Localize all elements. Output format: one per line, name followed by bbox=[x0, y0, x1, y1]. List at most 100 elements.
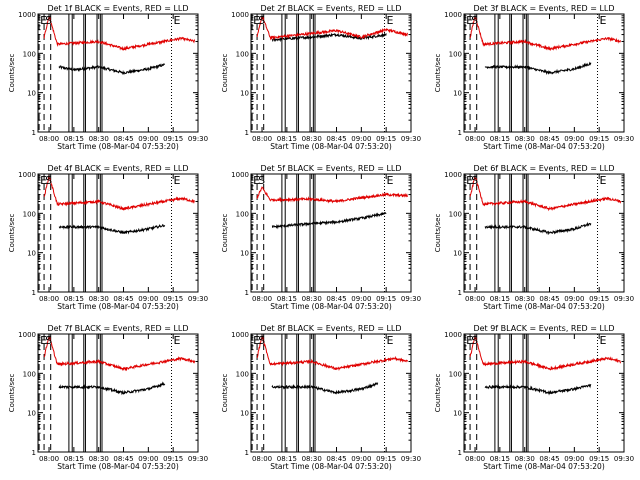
y-tick-label: 1 bbox=[458, 289, 462, 297]
marker-label: E bbox=[174, 174, 181, 187]
plot-area bbox=[38, 334, 198, 452]
x-tick-label: 08:45 bbox=[113, 135, 133, 143]
x-tick-label: 09:15 bbox=[163, 455, 183, 463]
marker-label: E bbox=[40, 14, 47, 27]
marker-label: E bbox=[600, 174, 607, 187]
x-tick-label: 08:45 bbox=[326, 135, 346, 143]
y-tick-label: 1 bbox=[32, 129, 36, 137]
y-tick-label: 10 bbox=[240, 90, 249, 98]
x-tick-label: 08:30 bbox=[302, 455, 322, 463]
marker-label: E bbox=[387, 14, 394, 27]
series-lld-line bbox=[469, 334, 622, 371]
x-tick-label: 09:30 bbox=[401, 455, 421, 463]
marker-label: E bbox=[466, 14, 473, 27]
plot-area bbox=[464, 334, 624, 452]
series-lld-line bbox=[256, 16, 408, 41]
x-axis-label: Start Time (08-Mar-04 07:53:20) bbox=[483, 142, 605, 151]
x-tick-label: 09:15 bbox=[589, 455, 609, 463]
x-tick-label: 09:30 bbox=[401, 135, 421, 143]
y-tick-label: 100 bbox=[23, 50, 36, 58]
y-tick-label: 1000 bbox=[444, 171, 462, 179]
series-lld-line bbox=[43, 14, 196, 51]
x-tick-label: 08:15 bbox=[490, 135, 510, 143]
y-tick-label: 1000 bbox=[444, 331, 462, 339]
x-tick-label: 09:00 bbox=[138, 455, 158, 463]
plot-area bbox=[464, 174, 624, 292]
y-tick-label: 1 bbox=[245, 129, 249, 137]
x-tick-label: 08:45 bbox=[113, 295, 133, 303]
x-tick-label: 09:00 bbox=[564, 135, 584, 143]
chart-title: Det 3f BLACK = Events, RED = LLD bbox=[473, 4, 614, 13]
plot-area bbox=[251, 174, 411, 292]
marker-label: E bbox=[174, 14, 181, 27]
y-tick-label: 1 bbox=[245, 289, 249, 297]
y-axis-label: Counts/sec bbox=[221, 214, 229, 253]
x-axis-label: Start Time (08-Mar-04 07:53:20) bbox=[270, 302, 392, 311]
series-events-line bbox=[484, 383, 592, 396]
y-tick-label: 100 bbox=[23, 210, 36, 218]
y-axis-label: Counts/sec bbox=[434, 54, 442, 93]
marker-label: S bbox=[258, 174, 265, 187]
x-tick-label: 08:15 bbox=[277, 135, 297, 143]
y-tick-label: 100 bbox=[449, 50, 462, 58]
x-tick-label: 08:45 bbox=[539, 455, 559, 463]
marker-label: S bbox=[258, 14, 265, 27]
x-tick-label: 08:45 bbox=[539, 295, 559, 303]
chart-title: Det 7f BLACK = Events, RED = LLD bbox=[47, 324, 188, 333]
marker-label: S bbox=[471, 174, 478, 187]
y-tick-label: 1 bbox=[32, 449, 36, 457]
x-axis-label: Start Time (08-Mar-04 07:53:20) bbox=[57, 142, 179, 151]
series-events-line bbox=[271, 32, 387, 43]
chart-panel-9: Det 9f BLACK = Events, RED = LLD 1 10 100 10… bbox=[434, 324, 634, 471]
plot-frame bbox=[37, 173, 199, 293]
x-tick-label: 09:15 bbox=[163, 295, 183, 303]
y-tick-label: 1000 bbox=[18, 171, 36, 179]
x-tick-label: 08:30 bbox=[515, 455, 535, 463]
chart-title: Det 6f BLACK = Events, RED = LLD bbox=[473, 164, 614, 173]
marker-label: E bbox=[40, 334, 47, 347]
y-tick-label: 1000 bbox=[18, 331, 36, 339]
x-axis-label: Start Time (08-Mar-04 07:53:20) bbox=[483, 462, 605, 471]
x-tick-label: 08:45 bbox=[113, 455, 133, 463]
x-tick-label: 08:15 bbox=[490, 295, 510, 303]
x-tick-label: 09:00 bbox=[351, 295, 371, 303]
y-tick-label: 100 bbox=[449, 210, 462, 218]
y-tick-label: 10 bbox=[27, 90, 36, 98]
chart-panel-2: Det 2f BLACK = Events, RED = LLD 1 10 100 10… bbox=[221, 4, 421, 151]
marker-label: E bbox=[600, 334, 607, 347]
chart-panel-8: Det 8f BLACK = Events, RED = LLD 1 10 100 10… bbox=[221, 324, 421, 471]
y-tick-label: 1 bbox=[245, 449, 249, 457]
y-tick-label: 1 bbox=[458, 449, 462, 457]
y-axis-label: Counts/sec bbox=[8, 374, 16, 413]
x-tick-label: 09:15 bbox=[376, 135, 396, 143]
plot-frame bbox=[250, 13, 412, 133]
x-tick-label: 09:00 bbox=[564, 295, 584, 303]
chart-panel-4: Det 4f BLACK = Events, RED = LLD 1 10 100 10… bbox=[8, 164, 208, 311]
series-events-line bbox=[58, 63, 166, 76]
series-lld-line bbox=[256, 186, 409, 204]
x-tick-label: 08:30 bbox=[302, 135, 322, 143]
x-tick-label: 09:30 bbox=[614, 295, 634, 303]
plot-frame bbox=[463, 333, 625, 453]
y-axis-label: Counts/sec bbox=[221, 54, 229, 93]
x-tick-label: 08:30 bbox=[89, 455, 109, 463]
x-axis-label: Start Time (08-Mar-04 07:53:20) bbox=[270, 142, 392, 151]
marker-label: E bbox=[387, 174, 394, 187]
x-tick-label: 08:00 bbox=[465, 295, 485, 303]
plot-area bbox=[38, 14, 198, 132]
marker-label: E bbox=[40, 174, 47, 187]
marker-label: S bbox=[258, 334, 265, 347]
series-events-line bbox=[58, 381, 166, 396]
marker-label: E bbox=[466, 174, 473, 187]
y-tick-label: 1000 bbox=[444, 11, 462, 19]
y-axis-label: Counts/sec bbox=[8, 214, 16, 253]
x-tick-label: 08:00 bbox=[465, 135, 485, 143]
y-tick-label: 10 bbox=[27, 250, 36, 258]
x-tick-label: 09:00 bbox=[564, 455, 584, 463]
plot-area bbox=[251, 14, 411, 132]
marker-label: E bbox=[466, 334, 473, 347]
y-tick-label: 10 bbox=[453, 90, 462, 98]
series-events-line bbox=[484, 221, 592, 235]
x-tick-label: 08:15 bbox=[277, 295, 297, 303]
x-tick-label: 08:30 bbox=[89, 295, 109, 303]
